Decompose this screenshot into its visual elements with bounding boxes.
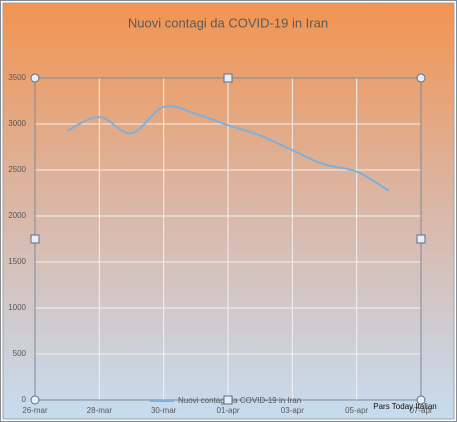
y-tick-label: 1000 xyxy=(8,303,26,312)
selection-handle xyxy=(416,234,426,244)
y-tick-label: 3500 xyxy=(8,73,26,82)
y-tick-label: 2000 xyxy=(8,211,26,220)
legend-label: Nuovi contagi da COVID-19 in Iran xyxy=(178,396,301,405)
x-tick-label: 01-apr xyxy=(216,406,239,415)
selection-handle xyxy=(30,395,40,405)
selection-handle xyxy=(30,234,40,244)
y-tick-label: 1500 xyxy=(8,257,26,266)
y-tick-label: 0 xyxy=(22,395,27,404)
x-tick-label: 30-mar xyxy=(151,406,177,415)
x-tick-label: 03-apr xyxy=(281,406,304,415)
selection-handle xyxy=(416,73,426,83)
selection-handle xyxy=(223,395,233,405)
y-tick-label: 3000 xyxy=(8,119,26,128)
x-tick-label: 28-mar xyxy=(87,406,113,415)
selection-handle xyxy=(223,73,233,83)
x-tick-label: 05-apr xyxy=(345,406,368,415)
annotation: Pars Today Italian xyxy=(373,402,436,411)
x-tick-label: 26-mar xyxy=(22,406,48,415)
y-tick-label: 500 xyxy=(13,349,27,358)
y-tick-label: 2500 xyxy=(8,165,26,174)
x-tick-label: 07-apr xyxy=(409,406,432,415)
chart-title: Nuovi contagi da COVID-19 in Iran xyxy=(128,15,328,30)
series-line xyxy=(66,105,390,192)
selection-handle xyxy=(416,395,426,405)
selection-handle xyxy=(30,73,40,83)
